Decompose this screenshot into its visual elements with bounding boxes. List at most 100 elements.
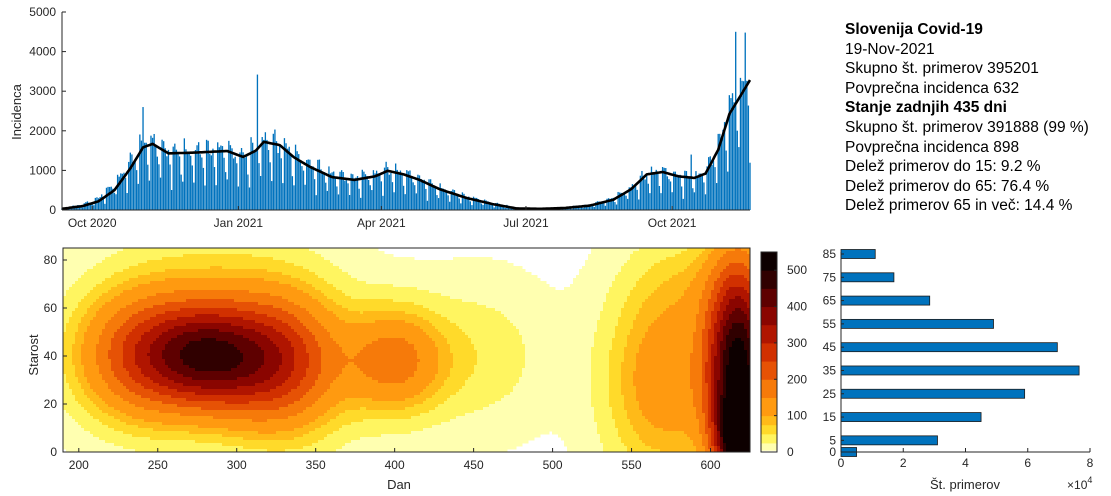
contour-cell: [381, 287, 385, 291]
contour-cell: [216, 266, 220, 270]
contour-cell: [414, 290, 418, 294]
contour-cell: [198, 260, 202, 264]
contour-cell: [72, 302, 76, 306]
contour-cell: [315, 302, 319, 306]
contour-cell: [681, 269, 685, 273]
contour-cell: [222, 248, 226, 252]
contour-cell: [306, 299, 310, 303]
contour-cell: [600, 272, 604, 276]
contour-cell: [204, 281, 208, 285]
contour-cell: [447, 278, 451, 282]
contour-cell: [687, 296, 691, 300]
contour-cell: [474, 302, 478, 306]
contour-cell: [741, 281, 745, 285]
contour-cell: [243, 284, 247, 288]
daily-bar: [402, 185, 405, 210]
daily-bar: [302, 170, 305, 210]
contour-cell: [480, 257, 484, 261]
contour-cell: [696, 278, 700, 282]
contour-cell: [486, 278, 490, 282]
contour-cell: [258, 275, 262, 279]
contour-cell: [384, 263, 388, 267]
contour-cell: [645, 302, 649, 306]
contour-cell: [702, 302, 706, 306]
contour-cell: [396, 278, 400, 282]
contour-cell: [591, 308, 595, 312]
contour-cell: [138, 260, 142, 264]
contour-cell: [387, 257, 391, 261]
contour-cell: [237, 269, 241, 273]
contour-cell: [720, 278, 724, 282]
contour-cell: [255, 290, 259, 294]
contour-cell: [267, 278, 271, 282]
contour-cell: [654, 296, 658, 300]
contour-cell: [213, 284, 217, 288]
contour-cell: [219, 275, 223, 279]
contour-cell: [738, 266, 742, 270]
contour-cell: [681, 248, 685, 252]
contour-cell: [372, 287, 376, 291]
contour-cell: [579, 305, 583, 309]
contour-cell: [690, 299, 694, 303]
daily-bar: [158, 164, 160, 210]
contour-cell: [309, 311, 313, 315]
contour-cell: [342, 284, 346, 288]
contour-cell: [381, 272, 385, 276]
daily-bar: [155, 144, 157, 210]
daily-bar: [226, 179, 228, 210]
contour-cell: [696, 269, 700, 273]
contour-cell: [639, 308, 643, 312]
contour-cell: [174, 308, 178, 312]
contour-cell: [477, 299, 481, 303]
contour-cell: [219, 293, 223, 297]
contour-cell: [171, 272, 175, 276]
contour-cell: [279, 251, 283, 255]
daily-bar: [388, 174, 390, 210]
contour-cell: [123, 278, 127, 282]
contour-cell: [141, 281, 145, 285]
contour-cell: [309, 272, 313, 276]
daily-bar: [209, 153, 211, 210]
contour-cell: [135, 275, 139, 279]
contour-cell: [357, 296, 361, 300]
contour-cell: [546, 293, 550, 297]
contour-cell: [219, 290, 223, 294]
contour-cell: [522, 299, 526, 303]
contour-cell: [90, 248, 94, 252]
contour-cell: [663, 254, 667, 258]
contour-cell: [288, 281, 292, 285]
contour-cell: [384, 272, 388, 276]
contour-cell: [549, 299, 553, 303]
contour-cell: [441, 305, 445, 309]
contour-cell: [111, 305, 115, 309]
contour-cell: [612, 260, 616, 264]
contour-cell: [255, 260, 259, 264]
contour-cell: [567, 290, 571, 294]
contour-cell: [126, 251, 130, 255]
contour-cell: [243, 311, 247, 315]
contour-cell: [594, 290, 598, 294]
contour-cell: [474, 287, 478, 291]
contour-cell: [84, 263, 88, 267]
contour-cell: [438, 266, 442, 270]
contour-cell: [330, 296, 334, 300]
contour-cell: [219, 251, 223, 255]
contour-cell: [633, 299, 637, 303]
contour-cell: [165, 290, 169, 294]
contour-cell: [435, 299, 439, 303]
contour-cell: [330, 293, 334, 297]
contour-cell: [270, 263, 274, 267]
contour-cell: [447, 290, 451, 294]
contour-cell: [159, 251, 163, 255]
contour-cell: [696, 302, 700, 306]
contour-cell: [150, 272, 154, 276]
contour-cell: [492, 296, 496, 300]
contour-cell: [168, 308, 172, 312]
contour-cell: [513, 272, 517, 276]
contour-cell: [660, 260, 664, 264]
contour-cell: [462, 269, 466, 273]
contour-cell: [201, 266, 205, 270]
contour-cell: [600, 305, 604, 309]
contour-cell: [393, 302, 397, 306]
contour-cell: [180, 251, 184, 255]
